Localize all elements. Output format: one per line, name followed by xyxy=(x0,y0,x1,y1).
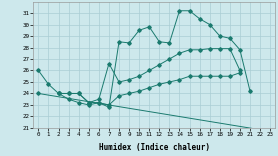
X-axis label: Humidex (Indice chaleur): Humidex (Indice chaleur) xyxy=(99,143,210,152)
